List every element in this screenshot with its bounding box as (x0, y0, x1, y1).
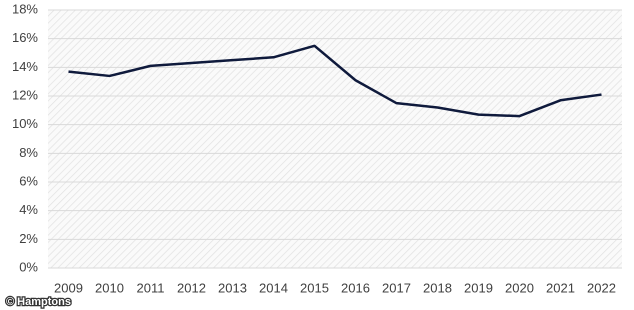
line (68, 44, 602, 118)
credit: © Hamptons (6, 296, 71, 308)
x-tick-label: 2018 (423, 280, 452, 295)
x-tick-label: 2021 (546, 280, 575, 295)
y-tick-label: 16% (12, 30, 38, 45)
y-tick-label: 6% (19, 173, 38, 188)
x-tick-label: 2010 (95, 280, 124, 295)
y-tick-label: 4% (19, 202, 38, 217)
x-tick-label: 2020 (505, 280, 534, 295)
x-tick-label: 2017 (382, 280, 411, 295)
x-tick-label: 2013 (218, 280, 247, 295)
y-tick-label: 0% (19, 259, 38, 274)
x-tick-label: 2012 (177, 280, 206, 295)
x-tick-label: 2015 (300, 280, 329, 295)
x-tick-label: 2014 (259, 280, 288, 295)
x-tick-label: 2022 (587, 280, 616, 295)
y-tick-label: 2% (19, 231, 38, 246)
x-tick-label: 2016 (341, 280, 370, 295)
x-tick-label: 2009 (54, 280, 83, 295)
y-tick-label: 14% (12, 59, 38, 74)
y-tick-label: 10% (12, 116, 38, 131)
plot-background (48, 10, 622, 268)
y-tick-label: 12% (12, 87, 38, 102)
y-tick-label: 8% (19, 145, 38, 160)
x-tick-label: 2019 (464, 280, 493, 295)
x-tick-label: 2011 (137, 280, 165, 295)
y-tick-label: 18% (12, 1, 38, 16)
